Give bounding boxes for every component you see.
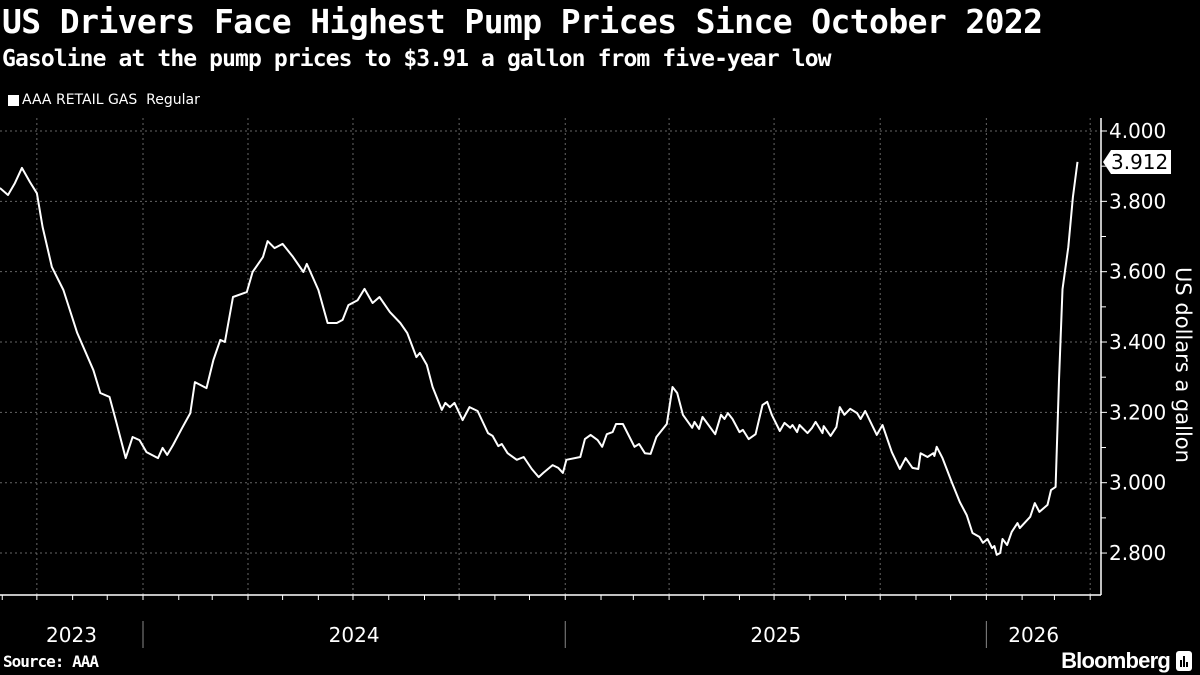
series-line-aaa-retail-gas [0, 161, 1079, 556]
source-note: Source: AAA [3, 652, 99, 671]
y-tick-label: 3.600 [1109, 260, 1166, 284]
last-value-text: 3.912 [1111, 150, 1168, 174]
chart-subtitle: Gasoline at the pump prices to $3.91 a g… [2, 46, 832, 72]
x-tick-label: 2024 [329, 623, 380, 647]
y-tick-label: 4.000 [1109, 119, 1166, 143]
x-tick-label: 2025 [750, 623, 801, 647]
bloomberg-chart-icon [1176, 651, 1192, 671]
y-tick-label: 3.800 [1109, 189, 1166, 213]
legend-swatch [8, 94, 19, 106]
y-axis-label: US dollars a gallon [1171, 267, 1195, 463]
brand-name: Bloomberg [1061, 648, 1171, 673]
last-value-label: 3.912 [1103, 149, 1171, 174]
y-tick-label: 2.800 [1109, 541, 1166, 565]
y-tick-label: 3.000 [1109, 471, 1166, 495]
x-tick-label: 2026 [1008, 623, 1059, 647]
x-tick-label: 2023 [46, 623, 97, 647]
chart-title: US Drivers Face Highest Pump Prices Sinc… [2, 2, 1043, 41]
y-tick-label: 3.200 [1109, 400, 1166, 424]
legend: AAA RETAIL GAS Regular [8, 92, 200, 108]
legend-label: AAA RETAIL GAS Regular [22, 92, 200, 108]
bloomberg-logo: Bloomberg [1061, 648, 1192, 674]
y-tick-label: 3.400 [1109, 330, 1166, 354]
